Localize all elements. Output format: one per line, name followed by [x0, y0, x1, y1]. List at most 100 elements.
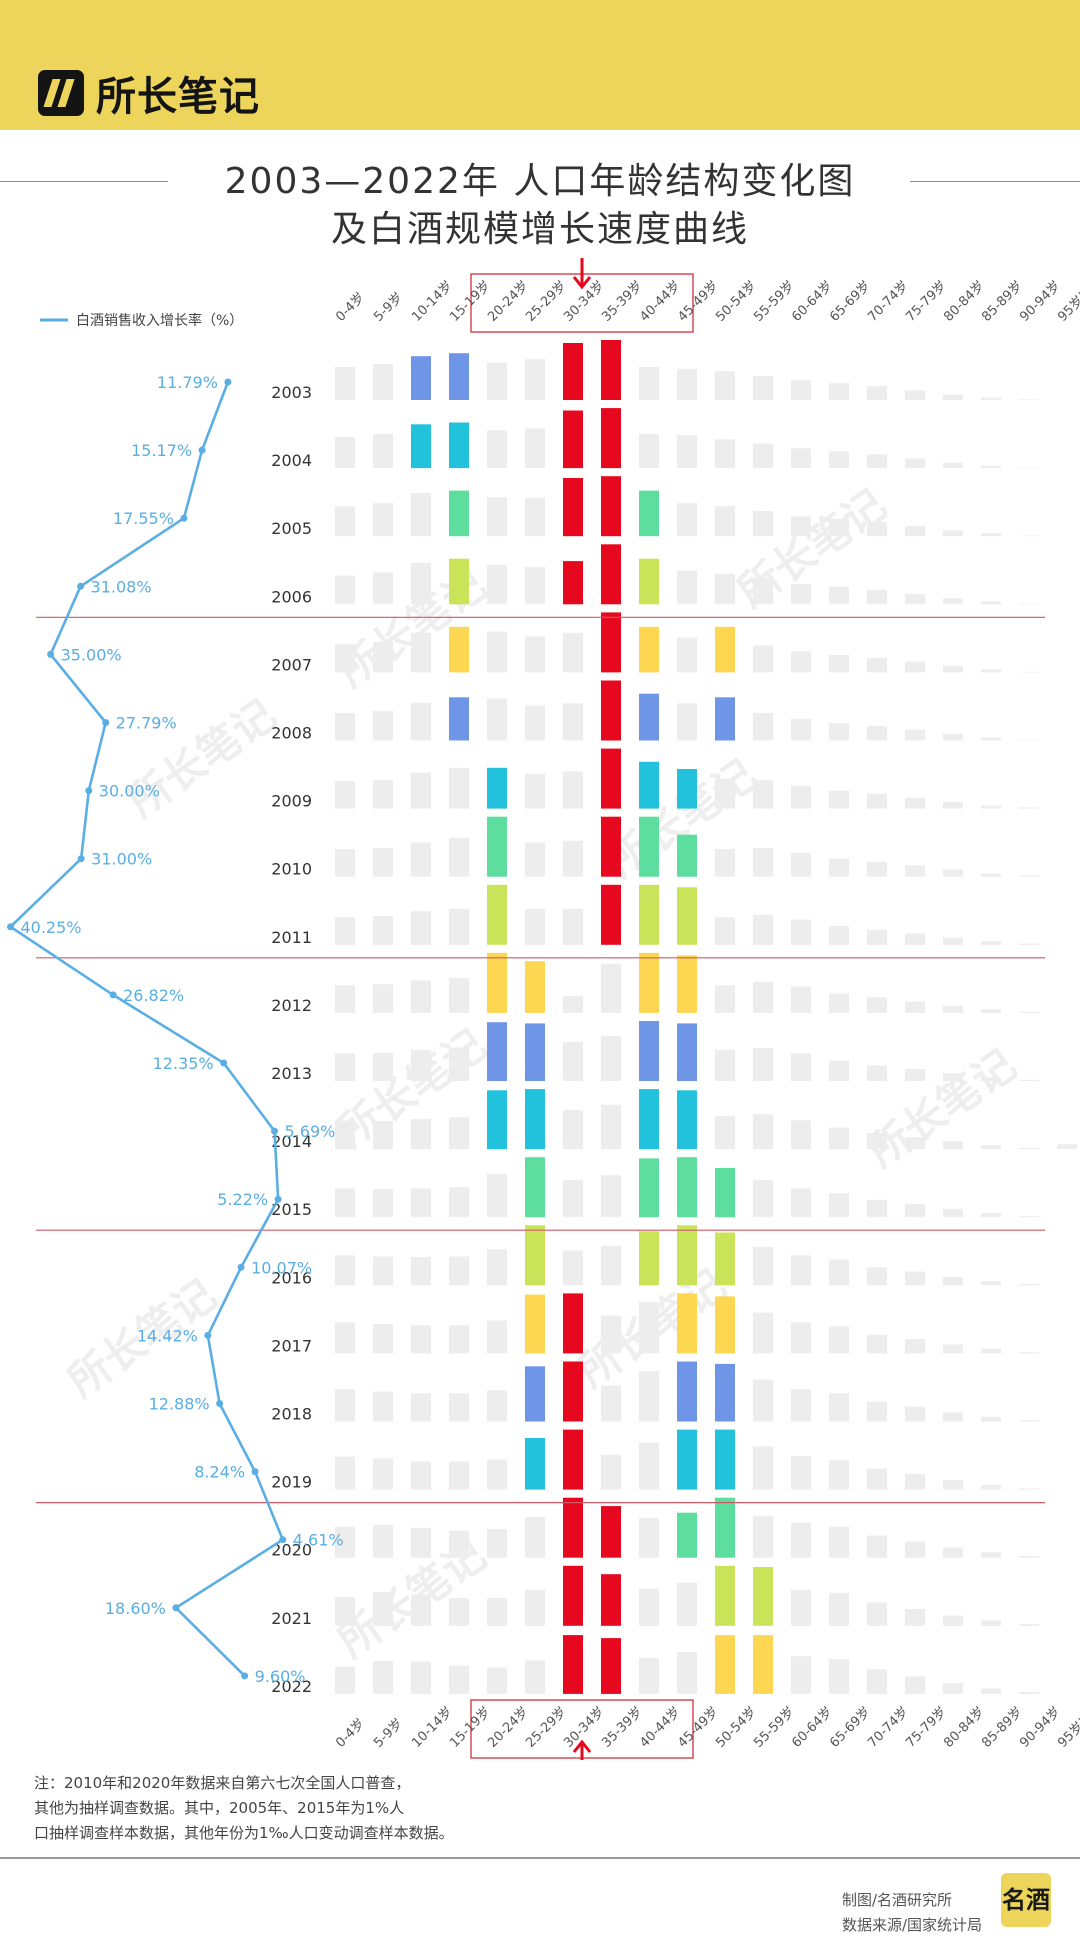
- population-bar: [829, 518, 849, 537]
- population-bar: [563, 1429, 583, 1490]
- population-bar: [601, 408, 621, 469]
- population-bar: [1019, 1692, 1039, 1694]
- age-label-top: 50-54岁: [713, 278, 760, 325]
- population-bar: [601, 1104, 621, 1150]
- population-bar: [639, 558, 659, 605]
- population-bar: [449, 697, 469, 741]
- growth-rate-label: 27.79%: [116, 714, 177, 733]
- population-bar: [525, 1438, 545, 1490]
- population-bar: [525, 961, 545, 1013]
- growth-rate-point: [180, 514, 188, 522]
- growth-rate-label: 5.22%: [217, 1190, 268, 1209]
- growth-rate-line: [9, 381, 285, 1677]
- population-bar: [601, 680, 621, 741]
- population-bar: [1019, 535, 1039, 537]
- population-bar: [335, 1389, 355, 1422]
- growth-rate-label: 12.35%: [153, 1054, 214, 1073]
- population-bar: [753, 1515, 773, 1558]
- population-bar: [715, 778, 735, 809]
- population-bar: [1057, 1144, 1077, 1150]
- population-bar: [677, 703, 697, 741]
- population-bar: [829, 1326, 849, 1354]
- population-bar: [411, 1188, 431, 1218]
- population-bar: [1019, 1147, 1039, 1150]
- age-label-bottom: 90-94岁: [1017, 1704, 1064, 1751]
- population-bar: [753, 779, 773, 809]
- growth-rate-label: 30.00%: [99, 782, 160, 801]
- growth-rate-point: [85, 787, 93, 795]
- population-bar: [449, 1393, 469, 1422]
- population-bar: [677, 1582, 697, 1626]
- population-bar: [411, 356, 431, 400]
- population-bar: [715, 573, 735, 605]
- population-bar: [829, 723, 849, 741]
- population-bar: [943, 1208, 963, 1218]
- population-bar: [601, 476, 621, 537]
- population-bar: [601, 1245, 621, 1286]
- population-bar: [677, 1293, 697, 1354]
- population-bar: [791, 1120, 811, 1150]
- growth-rate-point: [198, 446, 206, 454]
- population-bar: [1019, 807, 1039, 809]
- population-bar: [373, 916, 393, 945]
- chart-title-line2: 及白酒规模增长速度曲线: [330, 209, 749, 250]
- population-bar: [525, 1294, 545, 1354]
- population-bar: [981, 1009, 1001, 1013]
- population-bar: [525, 1023, 545, 1081]
- population-bar: [715, 849, 735, 877]
- watermark-text: 所长笔记: [119, 690, 285, 827]
- population-bar: [487, 816, 507, 877]
- population-bar: [867, 793, 887, 809]
- population-bar: [639, 952, 659, 1013]
- publisher-badge: 名酒: [1001, 1873, 1051, 1927]
- population-bar: [639, 626, 659, 673]
- population-bar: [411, 1049, 431, 1081]
- population-bar: [867, 1535, 887, 1558]
- population-bar: [715, 371, 735, 400]
- population-bar: [715, 1565, 735, 1626]
- age-label-bottom: 70-74岁: [865, 1704, 912, 1751]
- population-bar: [791, 380, 811, 400]
- population-bar: [639, 433, 659, 469]
- population-bar: [639, 816, 659, 877]
- population-bar: [753, 1635, 773, 1694]
- population-bar: [867, 1267, 887, 1286]
- population-bar: [563, 410, 583, 469]
- population-bar: [791, 583, 811, 605]
- population-bar: [373, 364, 393, 400]
- population-bar: [753, 1446, 773, 1490]
- growth-rate-point: [279, 1536, 287, 1544]
- population-bar: [525, 773, 545, 809]
- population-bar: [791, 785, 811, 809]
- population-bar: [829, 858, 849, 877]
- growth-rate-point: [204, 1331, 212, 1339]
- population-bar: [487, 1320, 507, 1354]
- population-bar: [373, 1324, 393, 1354]
- population-bar: [981, 669, 1001, 673]
- population-bar: [449, 422, 469, 469]
- population-bar: [335, 1255, 355, 1286]
- population-bar: [411, 1257, 431, 1286]
- growth-rate-point: [47, 650, 55, 658]
- population-bar: [1019, 1420, 1039, 1422]
- population-bar: [981, 1484, 1001, 1490]
- population-bar: [373, 1660, 393, 1694]
- population-bar: [1019, 1624, 1039, 1626]
- population-bar: [753, 1567, 773, 1626]
- population-bar: [677, 368, 697, 400]
- population-bar: [601, 340, 621, 400]
- population-bar: [563, 703, 583, 741]
- population-bar: [753, 847, 773, 877]
- population-bar: [449, 1530, 469, 1558]
- population-bar: [1019, 875, 1039, 877]
- population-bar: [715, 697, 735, 741]
- population-bar: [1019, 943, 1039, 945]
- brand-logo: 所长笔记: [38, 64, 260, 122]
- year-label: 2019: [271, 1473, 312, 1492]
- population-bar: [487, 1249, 507, 1286]
- age-label-top: 25-29岁: [523, 278, 570, 325]
- population-bar: [563, 343, 583, 400]
- age-label-top: 90-94岁: [1017, 278, 1064, 325]
- population-bar: [449, 1598, 469, 1626]
- population-bar: [411, 1661, 431, 1694]
